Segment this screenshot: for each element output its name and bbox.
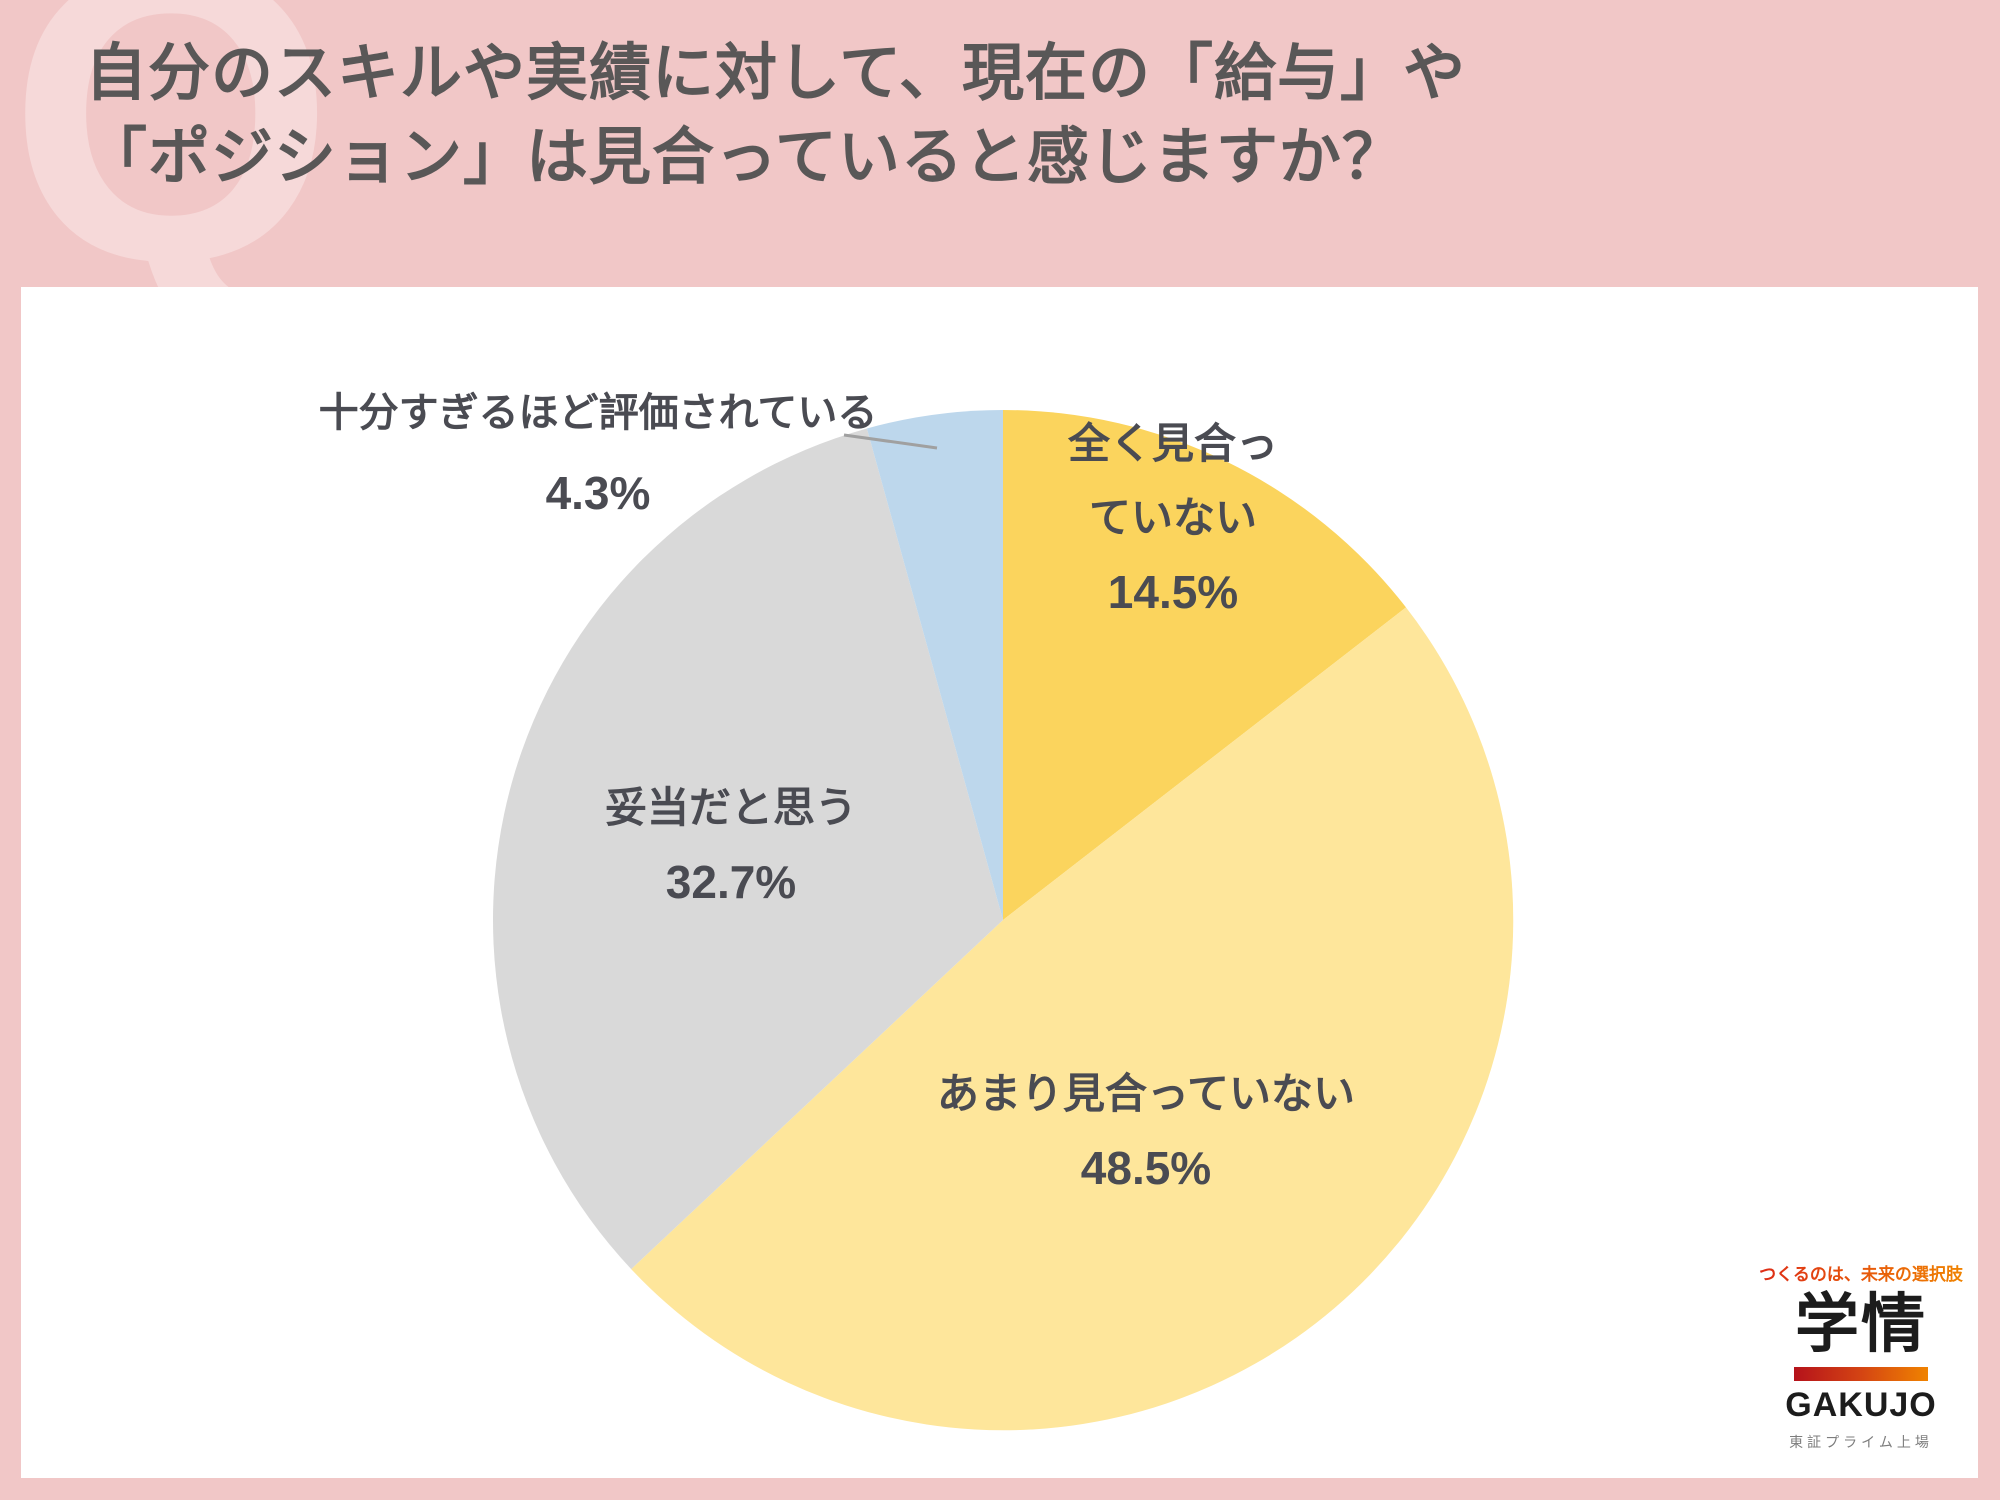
logo-kanji: 学情 [1795, 1288, 1927, 1361]
pie-label-not-at-all-text2: ていない [1088, 494, 1257, 541]
pie-label-not-at-all: 全く見合っ ていない 14.5% [1023, 407, 1323, 629]
logo-listing-text: 東証プライム上場 [1789, 1434, 1933, 1450]
page-title-line2: 「ポジション」は見合っていると感じますか？ [85, 123, 1405, 192]
pie-label-appropriate-text: 妥当だと思う [604, 784, 857, 831]
chart-card: 十分すぎるほど評価されている 4.3% 全く見合っ ていない 14.5% 妥当だ… [21, 287, 1978, 1478]
gakujo-logo: つくるのは、未来の選択肢 学情 GAKUJO 東証プライム上場 [1759, 1260, 1963, 1452]
logo-tagline: つくるのは、未来の選択肢 [1759, 1260, 1963, 1285]
logo-roman: GAKUJO [1785, 1385, 1937, 1424]
pie-slice-3 [866, 410, 1003, 920]
pie-label-not-really: あまり見合っていない 48.5% [911, 1057, 1381, 1205]
callout-leader-line [843, 433, 938, 450]
pie-label-overvalued-value: 4.3% [545, 467, 651, 519]
pie-slice-0 [1003, 410, 1406, 920]
page-title-line1: 自分のスキルや実績に対して、現在の「給与」や [85, 39, 1467, 108]
pie-label-not-really-text: あまり見合っていない [937, 1070, 1355, 1117]
pie-label-appropriate: 妥当だと思う 32.7% [541, 771, 921, 919]
pie-slice-1 [631, 607, 1514, 1431]
page-title: 自分のスキルや実績に対して、現在の「給与」や 「ポジション」は見合っていると感じ… [85, 32, 1466, 200]
pie-label-overvalued: 十分すぎるほど評価されている 4.3% [298, 373, 898, 533]
pie-label-not-at-all-value: 14.5% [1107, 566, 1239, 618]
pie-slice-2 [492, 428, 1003, 1270]
pie-label-appropriate-value: 32.7% [665, 856, 797, 908]
pie-label-not-really-value: 48.5% [1080, 1142, 1212, 1194]
logo-gradient-bar [1794, 1366, 1928, 1381]
question-watermark: Q [8, 0, 335, 349]
pie-label-overvalued-text: 十分すぎるほど評価されている [318, 391, 878, 435]
pie-label-not-at-all-text1: 全く見合っ [1067, 420, 1278, 467]
pie-chart [492, 410, 1514, 1431]
